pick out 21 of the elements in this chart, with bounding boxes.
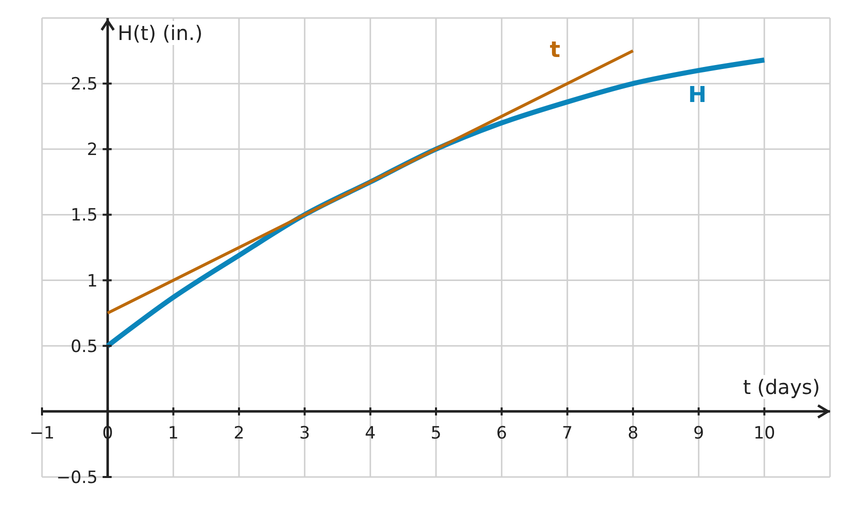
x-tick-label: 7 bbox=[562, 423, 573, 444]
y-tick-label: 2 bbox=[86, 140, 98, 160]
x-tick-label: 5 bbox=[430, 423, 442, 444]
x-axis-title: t (days) bbox=[740, 375, 822, 400]
y-tick-label: 1 bbox=[86, 271, 98, 292]
y-tick-label: −0.5 bbox=[56, 468, 98, 488]
y-axis-title: H(t) (in.) bbox=[116, 21, 205, 45]
x-tick-label: −1 bbox=[29, 423, 55, 444]
y-tick-label: 1.5 bbox=[70, 206, 98, 226]
x-tick-label: 3 bbox=[299, 423, 310, 444]
y-tick-label: 2.5 bbox=[70, 74, 98, 95]
x-tick-label: 8 bbox=[628, 423, 638, 444]
x-tick-label: 9 bbox=[693, 423, 704, 444]
x-tick-label: 2 bbox=[234, 423, 244, 444]
y-tick-label: 0.5 bbox=[70, 336, 98, 357]
x-tick-label: 4 bbox=[364, 423, 376, 444]
x-tick-label: 1 bbox=[168, 423, 179, 444]
x-tick-label: 10 bbox=[754, 423, 776, 444]
series-label: H bbox=[688, 82, 707, 108]
x-tick-label: 6 bbox=[496, 423, 508, 444]
series-label: t bbox=[550, 38, 561, 63]
